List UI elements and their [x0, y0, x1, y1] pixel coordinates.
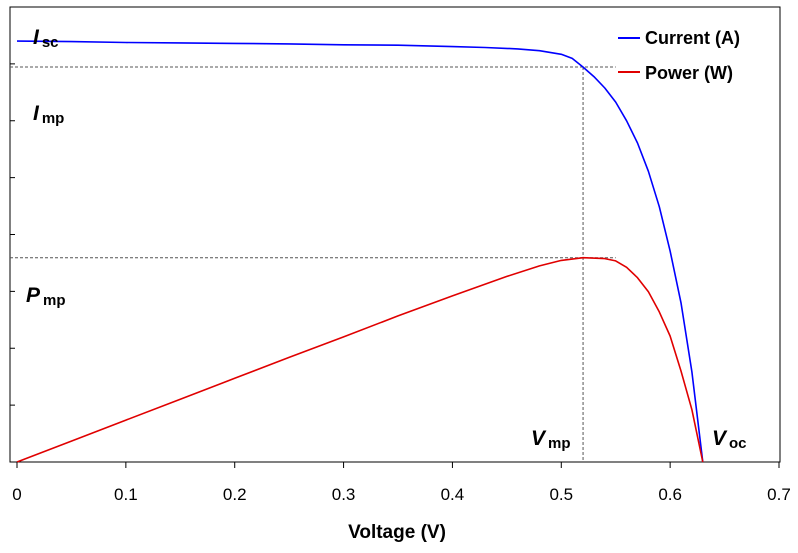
- x-tick-label: 0.4: [441, 485, 465, 504]
- reference-lines: [10, 66, 616, 462]
- x-tick-label: 0.2: [223, 485, 247, 504]
- x-tick-label: 0.3: [332, 485, 356, 504]
- plot-area: [9, 6, 781, 463]
- x-axis-label: Voltage (V): [348, 522, 446, 543]
- y-axis-ticks: [10, 6, 15, 463]
- x-axis-ticks: 0 0.1 0.2 0.3 0.4 0.5 0.6 0.7: [12, 462, 791, 504]
- legend-label-power: Power (W): [645, 63, 733, 83]
- series-line-current: [16, 40, 704, 463]
- series-layer: [16, 40, 704, 463]
- x-tick-label: 0: [12, 485, 21, 504]
- x-tick-label: 0.7: [767, 485, 791, 504]
- x-tick-label: 0.6: [658, 485, 682, 504]
- legend-label-current: Current (A): [645, 28, 740, 48]
- x-tick-label: 0.5: [549, 485, 573, 504]
- legend: Current (A) Power (W): [618, 28, 740, 83]
- x-tick-label: 0.1: [114, 485, 138, 504]
- series-line-power: [16, 256, 704, 463]
